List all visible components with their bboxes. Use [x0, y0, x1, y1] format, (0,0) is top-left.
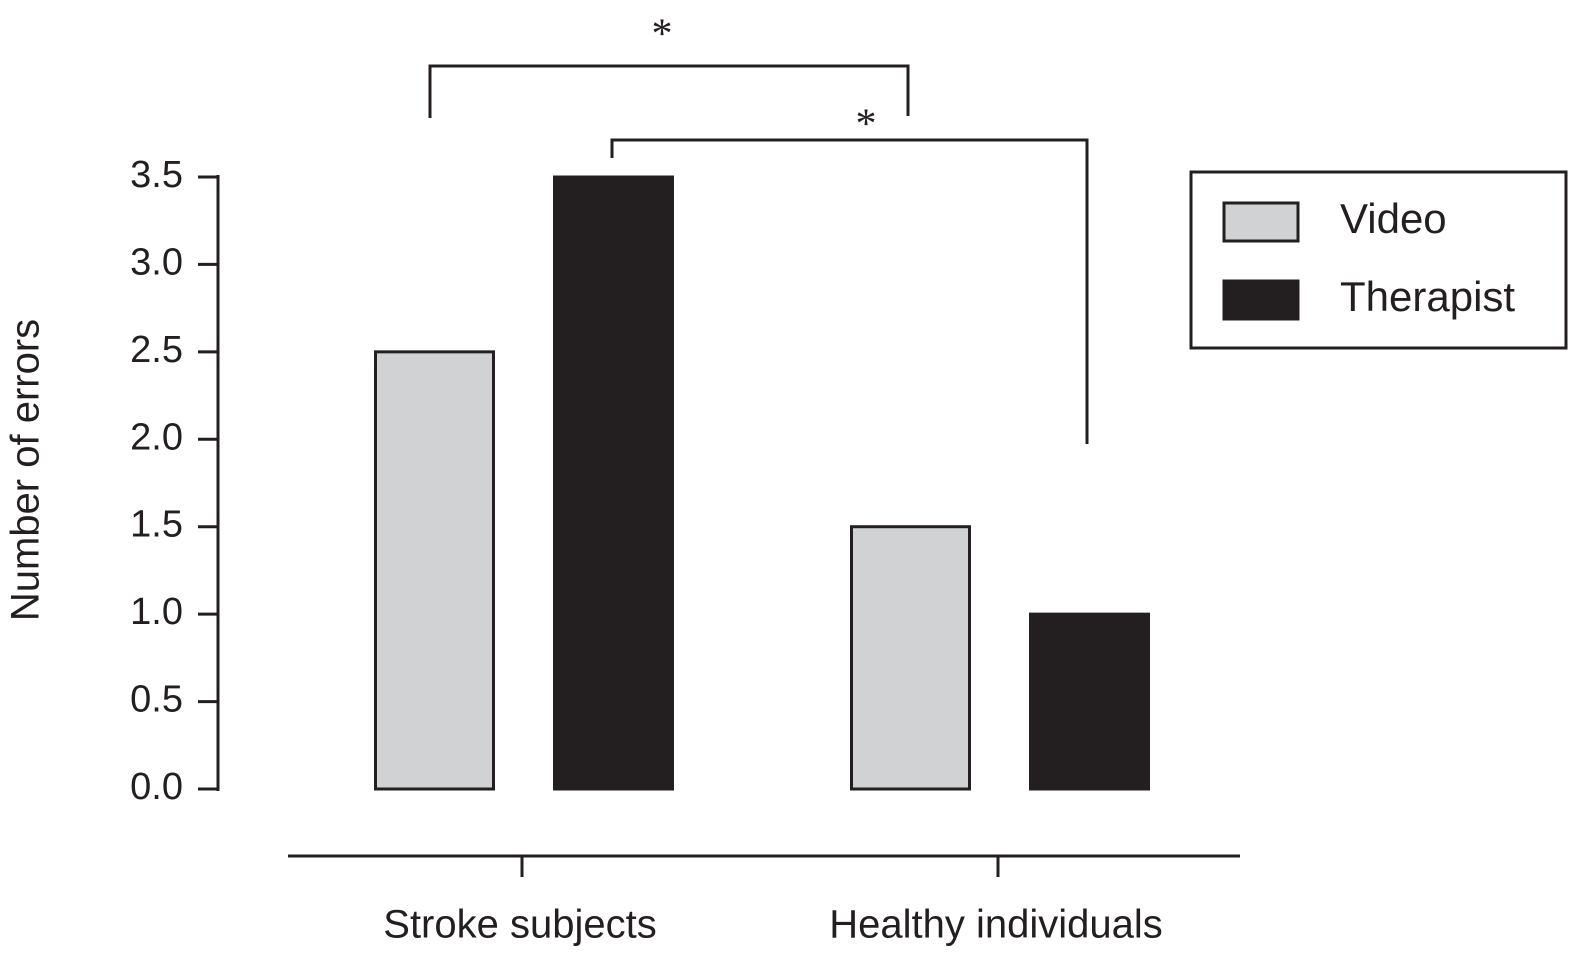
- x-tick-label: Healthy individuals: [829, 903, 1163, 947]
- y-tick-label: 2.0: [130, 416, 183, 458]
- y-tick-label: 3.0: [130, 241, 183, 283]
- bar: [1029, 612, 1150, 791]
- legend-swatch: [1222, 279, 1300, 321]
- bar: [374, 350, 495, 791]
- y-axis-label: Number of errors: [4, 319, 48, 621]
- significance-bracket: [428, 64, 910, 118]
- y-tick-label: 2.5: [130, 329, 183, 371]
- bar: [553, 175, 674, 791]
- legend-label: Therapist: [1340, 273, 1515, 320]
- y-tick-label: 0.5: [130, 679, 183, 721]
- legend-swatch: [1222, 201, 1300, 243]
- y-tick-label: 3.5: [130, 154, 183, 196]
- y-tick-label: 0.0: [130, 766, 183, 808]
- legend-box: [1189, 170, 1568, 350]
- y-tick-label: 1.5: [130, 504, 183, 546]
- legend-label: Video: [1340, 195, 1447, 242]
- bar: [850, 525, 971, 791]
- significance-star: *: [856, 102, 877, 148]
- significance-bracket: [610, 138, 1089, 444]
- x-tick-label: Stroke subjects: [383, 903, 656, 947]
- significance-star: *: [652, 12, 673, 58]
- y-tick-label: 1.0: [130, 591, 183, 633]
